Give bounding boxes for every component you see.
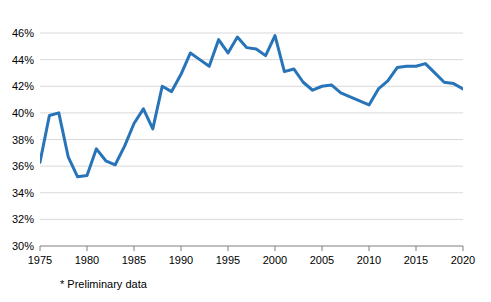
y-tick-label: 32% [12,213,34,225]
x-tick [322,246,323,251]
x-tick [228,246,229,251]
grid-line [40,166,463,167]
x-tick [369,246,370,251]
x-tick [463,246,464,251]
x-tick-label: 2000 [263,254,287,266]
x-tick-label: 2005 [310,254,334,266]
footnote: * Preliminary data [60,278,148,290]
grid-line [40,219,463,220]
x-tick [181,246,182,251]
x-tick-label: 1985 [122,254,146,266]
grid-line [40,86,463,87]
x-tick-label: 1980 [75,254,99,266]
x-tick-label: 1990 [169,254,193,266]
y-tick-label: 46% [12,27,34,39]
x-tick-label: 2010 [357,254,381,266]
chart: 30% 32% 34% 36% 38% 40% 42% 44% 46% 1975 1980 1985 1… [0,0,491,302]
x-tick-label: 2020 [451,254,475,266]
x-tick [416,246,417,251]
line-series [40,36,463,177]
y-tick-label: 30% [12,240,34,252]
grid-line [40,33,463,34]
plot-area [40,36,463,177]
grid-line [40,59,463,60]
x-tick [134,246,135,251]
grid-line [40,192,463,193]
y-tick-label: 42% [12,80,34,92]
grid-line [40,139,463,140]
y-tick-label: 38% [12,134,34,146]
x-tick [40,246,41,251]
x-tick-label: 1975 [28,254,52,266]
y-tick-label: 44% [12,54,34,66]
x-tick [275,246,276,251]
x-tick-label: 2015 [404,254,428,266]
grid-line [40,112,463,113]
x-axis [40,246,463,247]
x-tick [87,246,88,251]
y-tick-label: 34% [12,187,34,199]
y-tick-label: 40% [12,107,34,119]
y-tick-label: 36% [12,160,34,172]
x-tick-label: 1995 [216,254,240,266]
